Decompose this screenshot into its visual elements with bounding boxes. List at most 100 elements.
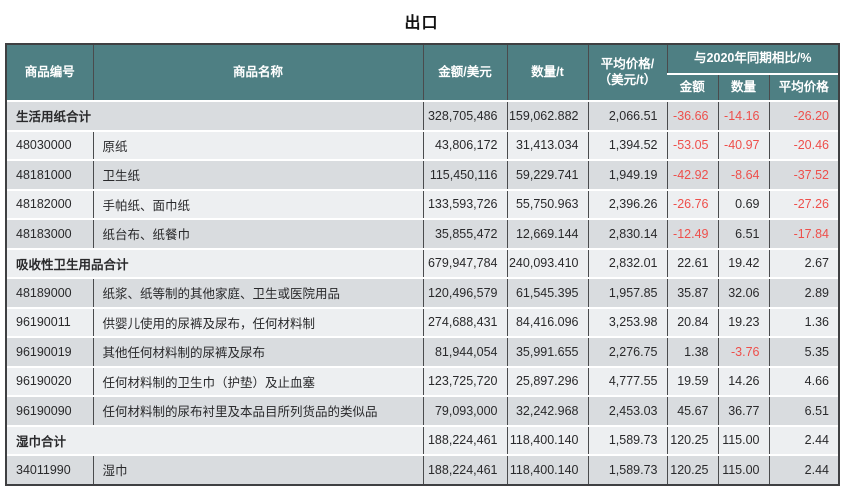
- cell-yoy-quantity: -8.64: [717, 159, 769, 190]
- cell-amount: 274,688,431: [422, 306, 507, 337]
- col-header-quantity: 数量/t: [506, 45, 588, 101]
- cell-avg-price: 2,830.14: [587, 218, 667, 249]
- cell-yoy-avg-price: -20.46: [768, 129, 839, 160]
- row-name: 湿巾: [92, 454, 423, 484]
- cell-yoy-avg-price: -26.20: [768, 100, 839, 131]
- cell-yoy-quantity: 19.23: [717, 306, 769, 337]
- row-code: 48183000: [7, 218, 93, 249]
- row-label-total: 湿巾合计: [7, 424, 423, 455]
- col-header-yoy-amount: 金额: [667, 73, 718, 101]
- page-title: 出口: [404, 15, 439, 32]
- row-name: 纸浆、纸等制的其他家庭、卫生或医院用品: [92, 277, 423, 308]
- table-row: 96190090 任何材料制的尿布衬里及本品目所列货品的类似品 79,093,000…: [7, 395, 839, 426]
- cell-yoy-avg-price: -37.52: [768, 159, 839, 190]
- table-row: 48189000 纸浆、纸等制的其他家庭、卫生或医院用品 120,496,579 61…: [7, 277, 839, 308]
- cell-amount: 328,705,486: [422, 100, 507, 131]
- cell-quantity: 159,062.882: [506, 100, 588, 131]
- cell-amount: 123,725,720: [422, 365, 507, 396]
- cell-avg-price: 1,589.73: [587, 424, 667, 455]
- cell-yoy-avg-price: 4.66: [768, 365, 839, 396]
- cell-yoy-quantity: -14.16: [717, 100, 769, 131]
- cell-amount: 679,947,784: [422, 247, 507, 278]
- cell-yoy-avg-price: 2.89: [768, 277, 839, 308]
- cell-amount: 79,093,000: [422, 395, 507, 426]
- col-header-avg-price-line2: （美元/t）: [598, 72, 657, 87]
- cell-quantity: 12,669.144: [506, 218, 588, 249]
- cell-quantity: 84,416.096: [506, 306, 588, 337]
- cell-yoy-amount: 1.38: [666, 336, 718, 367]
- table-row: 34011990 湿巾 188,224,461 118,400.140 1,589.73…: [7, 454, 839, 484]
- row-code: 48189000: [7, 277, 93, 308]
- cell-yoy-amount: 35.87: [666, 277, 718, 308]
- cell-yoy-quantity: 14.26: [717, 365, 769, 396]
- row-name: 供婴儿使用的尿裤及尿布，任何材料制: [92, 306, 423, 337]
- col-header-yoy-avg-price: 平均价格: [768, 73, 839, 101]
- cell-yoy-amount: 19.59: [666, 365, 718, 396]
- table-row: 湿巾合计 188,224,461 118,400.140 1,589.73 120.25…: [7, 424, 839, 455]
- table-row: 吸收性卫生用品合计 679,947,784 240,093.410 2,832.01 2…: [7, 247, 839, 278]
- cell-avg-price: 1,949.19: [587, 159, 667, 190]
- cell-avg-price: 1,394.52: [587, 129, 667, 160]
- cell-yoy-quantity: 19.42: [717, 247, 769, 278]
- cell-yoy-amount: -36.66: [666, 100, 718, 131]
- row-code: 96190090: [7, 395, 93, 426]
- cell-yoy-avg-price: 2.67: [768, 247, 839, 278]
- cell-avg-price: 1,589.73: [587, 454, 667, 484]
- col-header-yoy: 与2020年同期相比/%: [666, 45, 839, 74]
- cell-quantity: 118,400.140: [506, 424, 588, 455]
- cell-yoy-quantity: -3.76: [717, 336, 769, 367]
- cell-quantity: 240,093.410: [506, 247, 588, 278]
- table-row: 生活用纸合计 328,705,486 159,062.882 2,066.51 -36.…: [7, 100, 839, 131]
- cell-yoy-quantity: -40.97: [717, 129, 769, 160]
- row-code: 96190019: [7, 336, 93, 367]
- cell-amount: 35,855,472: [422, 218, 507, 249]
- cell-yoy-quantity: 115.00: [717, 454, 769, 484]
- cell-yoy-amount: -42.92: [666, 159, 718, 190]
- cell-quantity: 32,242.968: [506, 395, 588, 426]
- table-header: 商品编号 商品名称 金额/美元 数量/t 平均价格/ （美元/t） 与2020年…: [7, 45, 839, 101]
- col-header-avg-price-line1: 平均价格/: [600, 56, 655, 71]
- cell-quantity: 31,413.034: [506, 129, 588, 160]
- col-header-amount: 金额/美元: [422, 45, 507, 101]
- cell-quantity: 25,897.296: [506, 365, 588, 396]
- row-code: 96190020: [7, 365, 93, 396]
- cell-yoy-amount: 120.25: [666, 454, 718, 484]
- cell-amount: 188,224,461: [422, 424, 507, 455]
- table-row: 48182000 手帕纸、面巾纸 133,593,726 55,750.963 2,39…: [7, 188, 839, 219]
- row-code: 48182000: [7, 188, 93, 219]
- cell-avg-price: 2,276.75: [587, 336, 667, 367]
- cell-avg-price: 2,453.03: [587, 395, 667, 426]
- cell-yoy-avg-price: -27.26: [768, 188, 839, 219]
- cell-avg-price: 4,777.55: [587, 365, 667, 396]
- cell-yoy-amount: -53.05: [666, 129, 718, 160]
- cell-amount: 81,944,054: [422, 336, 507, 367]
- cell-yoy-quantity: 6.51: [717, 218, 769, 249]
- table-row: 48030000 原纸 43,806,172 31,413.034 1,394.52 -5…: [7, 129, 839, 160]
- cell-yoy-amount: 120.25: [666, 424, 718, 455]
- table-row: 48181000 卫生纸 115,450,116 59,229.741 1,949.19…: [7, 159, 839, 190]
- export-data-table: 商品编号 商品名称 金额/美元 数量/t 平均价格/ （美元/t） 与2020年…: [7, 45, 839, 484]
- table-row: 96190020 任何材料制的卫生巾（护垫）及止血塞 123,725,720 25,8…: [7, 365, 839, 396]
- cell-quantity: 55,750.963: [506, 188, 588, 219]
- cell-quantity: 61,545.395: [506, 277, 588, 308]
- row-name: 任何材料制的卫生巾（护垫）及止血塞: [92, 365, 423, 396]
- cell-yoy-avg-price: -17.84: [768, 218, 839, 249]
- cell-quantity: 59,229.741: [506, 159, 588, 190]
- row-name: 其他任何材料制的尿裤及尿布: [92, 336, 423, 367]
- cell-yoy-amount: -26.76: [666, 188, 718, 219]
- row-code: 34011990: [7, 454, 93, 484]
- cell-quantity: 118,400.140: [506, 454, 588, 484]
- cell-yoy-amount: 22.61: [666, 247, 718, 278]
- cell-yoy-avg-price: 5.35: [768, 336, 839, 367]
- cell-avg-price: 1,957.85: [587, 277, 667, 308]
- cell-yoy-avg-price: 1.36: [768, 306, 839, 337]
- row-name: 手帕纸、面巾纸: [92, 188, 423, 219]
- table-body: 生活用纸合计 328,705,486 159,062.882 2,066.51 -36.…: [7, 100, 839, 484]
- col-header-yoy-quantity: 数量: [717, 73, 769, 101]
- cell-yoy-amount: -12.49: [666, 218, 718, 249]
- export-table: 商品编号 商品名称 金额/美元 数量/t 平均价格/ （美元/t） 与2020年…: [5, 43, 840, 486]
- cell-yoy-avg-price: 2.44: [768, 424, 839, 455]
- cell-avg-price: 2,066.51: [587, 100, 667, 131]
- col-header-code: 商品编号: [7, 45, 93, 101]
